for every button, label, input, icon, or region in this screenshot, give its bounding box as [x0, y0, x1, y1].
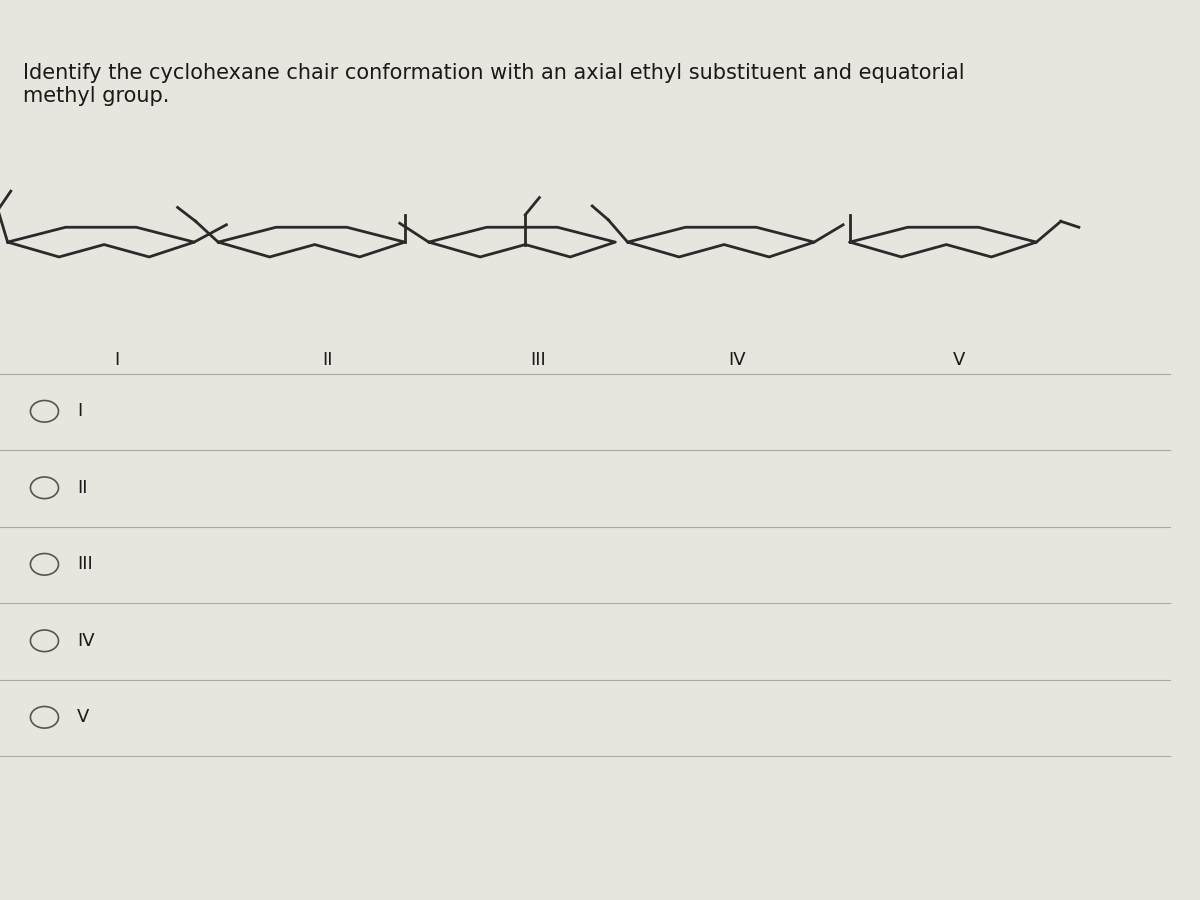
Text: II: II	[77, 479, 88, 497]
Text: III: III	[77, 555, 92, 573]
Text: V: V	[77, 708, 90, 726]
Text: I: I	[114, 351, 120, 369]
Text: II: II	[323, 351, 332, 369]
Text: Identify the cyclohexane chair conformation with an axial ethyl substituent and : Identify the cyclohexane chair conformat…	[23, 63, 965, 106]
Text: IV: IV	[728, 351, 745, 369]
Text: III: III	[530, 351, 546, 369]
Text: IV: IV	[77, 632, 95, 650]
Text: V: V	[953, 351, 966, 369]
Text: I: I	[77, 402, 83, 420]
